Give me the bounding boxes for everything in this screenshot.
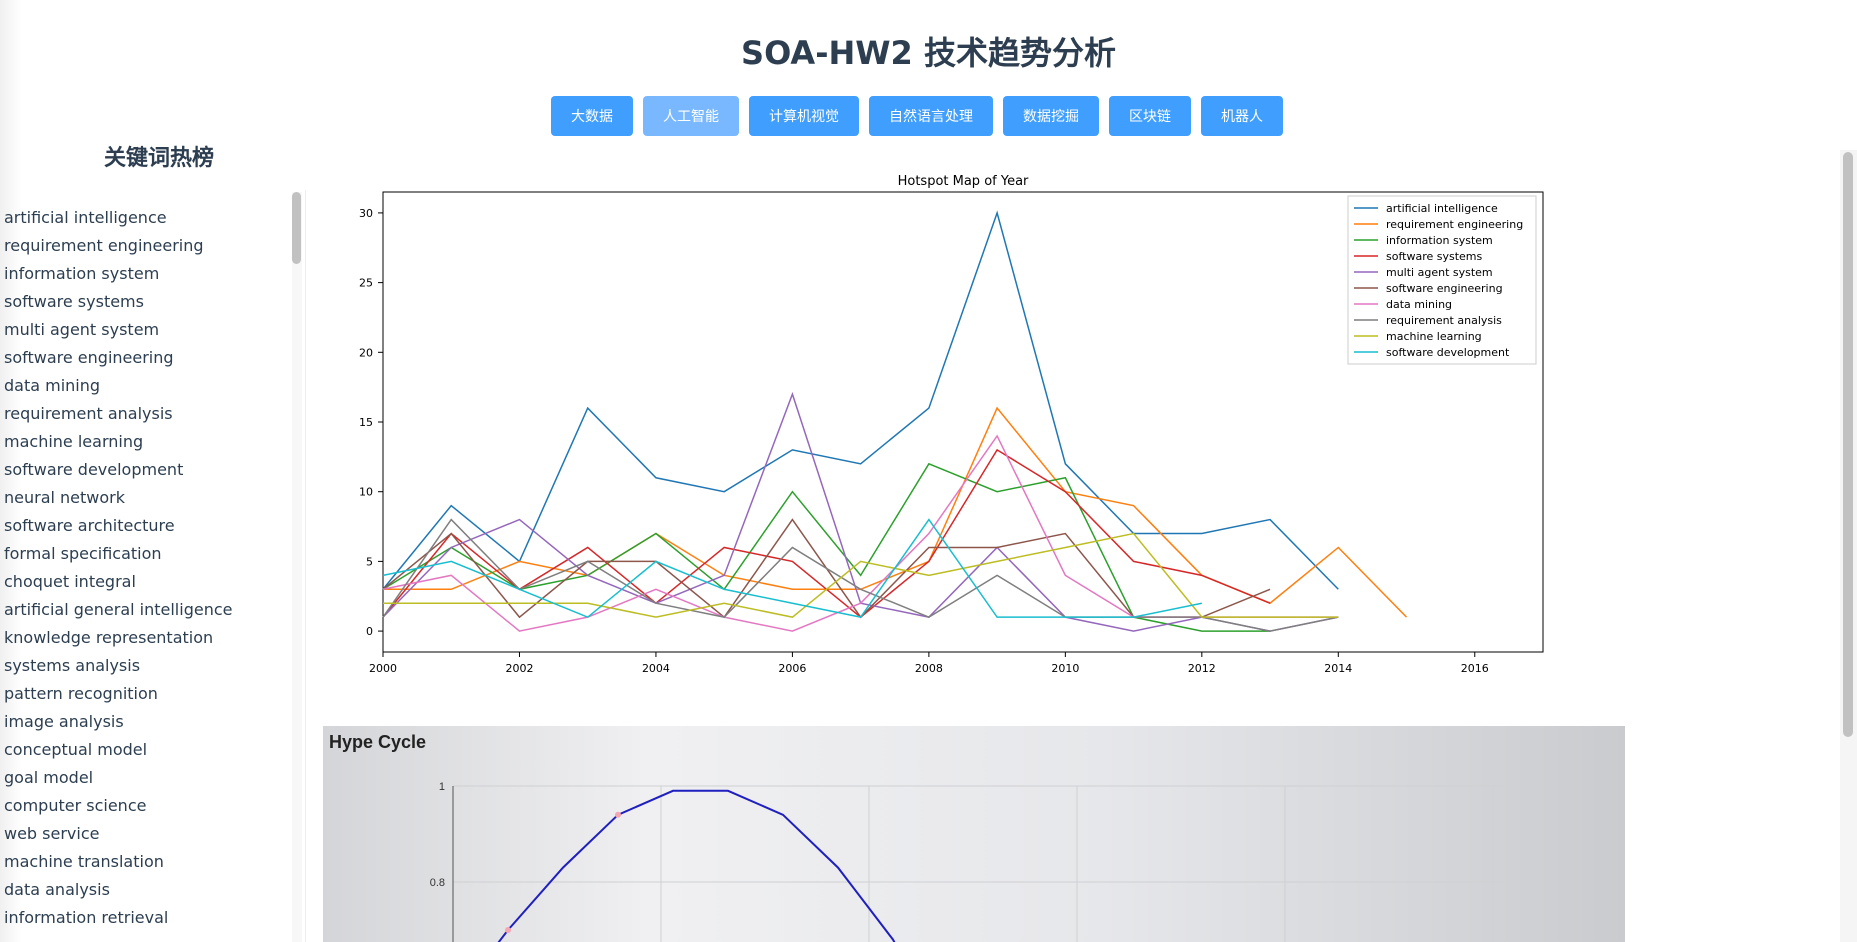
legend-label: information system (1386, 234, 1493, 247)
y-tick-label: 15 (359, 416, 373, 429)
legend-box (1347, 195, 1537, 365)
x-tick-label: 2000 (369, 662, 397, 675)
series-line (383, 532, 1339, 618)
tab-computer-vision[interactable]: 计算机视觉 (749, 96, 859, 136)
hype-curve (497, 789, 896, 942)
x-tick-label: 2006 (778, 662, 806, 675)
hype-cycle-panel: Hype Cycle 0.8 1 (323, 726, 1625, 942)
x-tick-label: 2014 (1324, 662, 1352, 675)
tab-robotics[interactable]: 机器人 (1201, 96, 1283, 136)
tab-big-data[interactable]: 大数据 (551, 96, 633, 136)
sidebar-title: 关键词热榜 (103, 146, 214, 171)
tab-data-mining[interactable]: 数据挖掘 (1003, 96, 1099, 136)
y-tick-label: 5 (366, 555, 373, 568)
y-tick-label: 20 (359, 346, 373, 359)
keyword-item[interactable]: machine learning (4, 432, 144, 451)
y-tick-label: 25 (359, 277, 373, 290)
series-line (382, 462, 1271, 632)
legend-label: artificial intelligence (1386, 202, 1498, 215)
legend-label: requirement analysis (1386, 314, 1502, 327)
legend-label: software engineering (1386, 282, 1503, 295)
x-tick-label: 2002 (505, 662, 533, 675)
hotspot-chart: Hotspot Map of Year 2000 2002 2004 2006 2008 2… (359, 174, 1544, 675)
page-title: SOA-HW2 技术趋势分析 (741, 34, 1116, 72)
keyword-item[interactable]: requirement analysis (4, 404, 173, 423)
y-tick-label: 0.8 (430, 877, 445, 889)
chart-title: Hotspot Map of Year (898, 174, 1029, 189)
keyword-item[interactable]: multi agent system (4, 320, 160, 339)
keyword-item[interactable]: machine translation (4, 852, 164, 871)
legend-label: software systems (1386, 250, 1483, 263)
y-tick-label: 1 (439, 781, 445, 793)
keyword-list-scroll-thumb[interactable] (292, 192, 301, 264)
x-tick-label: 2012 (1188, 662, 1216, 675)
left-edge-shadow (0, 0, 22, 942)
series-line (382, 518, 1339, 632)
series-line (382, 210, 1339, 590)
keyword-item[interactable]: conceptual model (4, 740, 148, 759)
hype-point-marker[interactable] (505, 927, 511, 933)
legend-label: software development (1386, 346, 1510, 359)
keyword-item[interactable]: information retrieval (4, 908, 169, 927)
keyword-item[interactable]: systems analysis (4, 656, 141, 675)
keyword-item[interactable]: data analysis (4, 880, 110, 899)
keyword-item[interactable]: software systems (4, 292, 144, 311)
legend-label: machine learning (1386, 330, 1482, 343)
category-tabs: 大数据 人工智能 计算机视觉 自然语言处理 数据挖掘 区块链 机器人 (551, 96, 1283, 136)
keyword-list-scrollbar[interactable] (292, 192, 302, 942)
hype-cycle-title: Hype Cycle (329, 732, 427, 752)
keyword-item[interactable]: software engineering (4, 348, 174, 367)
keyword-item[interactable]: software development (4, 460, 184, 479)
tab-blockchain[interactable]: 区块链 (1109, 96, 1191, 136)
x-tick-label: 2016 (1461, 662, 1489, 675)
x-tick-label: 2010 (1051, 662, 1079, 675)
x-tick-label: 2008 (915, 662, 943, 675)
keyword-item[interactable]: formal specification (4, 544, 162, 563)
tab-nlp[interactable]: 自然语言处理 (869, 96, 993, 136)
keyword-item[interactable]: artificial general intelligence (4, 600, 233, 619)
keyword-item[interactable]: choquet integral (4, 572, 136, 591)
keyword-item[interactable]: software architecture (4, 516, 175, 535)
legend-label: data mining (1386, 298, 1452, 311)
sidebar-divider (305, 190, 306, 942)
keyword-item[interactable]: requirement engineering (4, 236, 204, 255)
y-tick-label: 30 (359, 207, 373, 220)
hype-cycle-chart: 0.81 (430, 781, 1503, 942)
keyword-item[interactable]: computer science (4, 796, 147, 815)
y-tick-label: 10 (359, 486, 373, 499)
page-scroll-thumb[interactable] (1843, 152, 1853, 737)
legend-label: multi agent system (1386, 266, 1493, 279)
keyword-item[interactable]: pattern recognition (4, 684, 158, 703)
keyword-item[interactable]: artificial intelligence (4, 208, 167, 227)
hype-point-marker[interactable] (615, 811, 621, 818)
keyword-item[interactable]: data mining (4, 376, 101, 395)
legend-label: requirement engineering (1386, 218, 1523, 231)
keyword-item[interactable]: goal model (4, 768, 94, 787)
y-tick-label: 0 (366, 625, 373, 638)
x-tick-label: 2004 (642, 662, 670, 675)
keyword-item[interactable]: neural network (4, 488, 126, 507)
series-line (382, 518, 1202, 619)
keyword-list: artificial intelligence requirement engin… (0, 204, 288, 942)
keyword-item[interactable]: web service (4, 824, 100, 843)
keyword-item[interactable]: image analysis (4, 712, 124, 731)
tab-artificial-intelligence[interactable]: 人工智能 (643, 96, 739, 136)
keyword-item[interactable]: information system (4, 264, 160, 283)
keyword-item[interactable]: knowledge representation (4, 628, 214, 647)
